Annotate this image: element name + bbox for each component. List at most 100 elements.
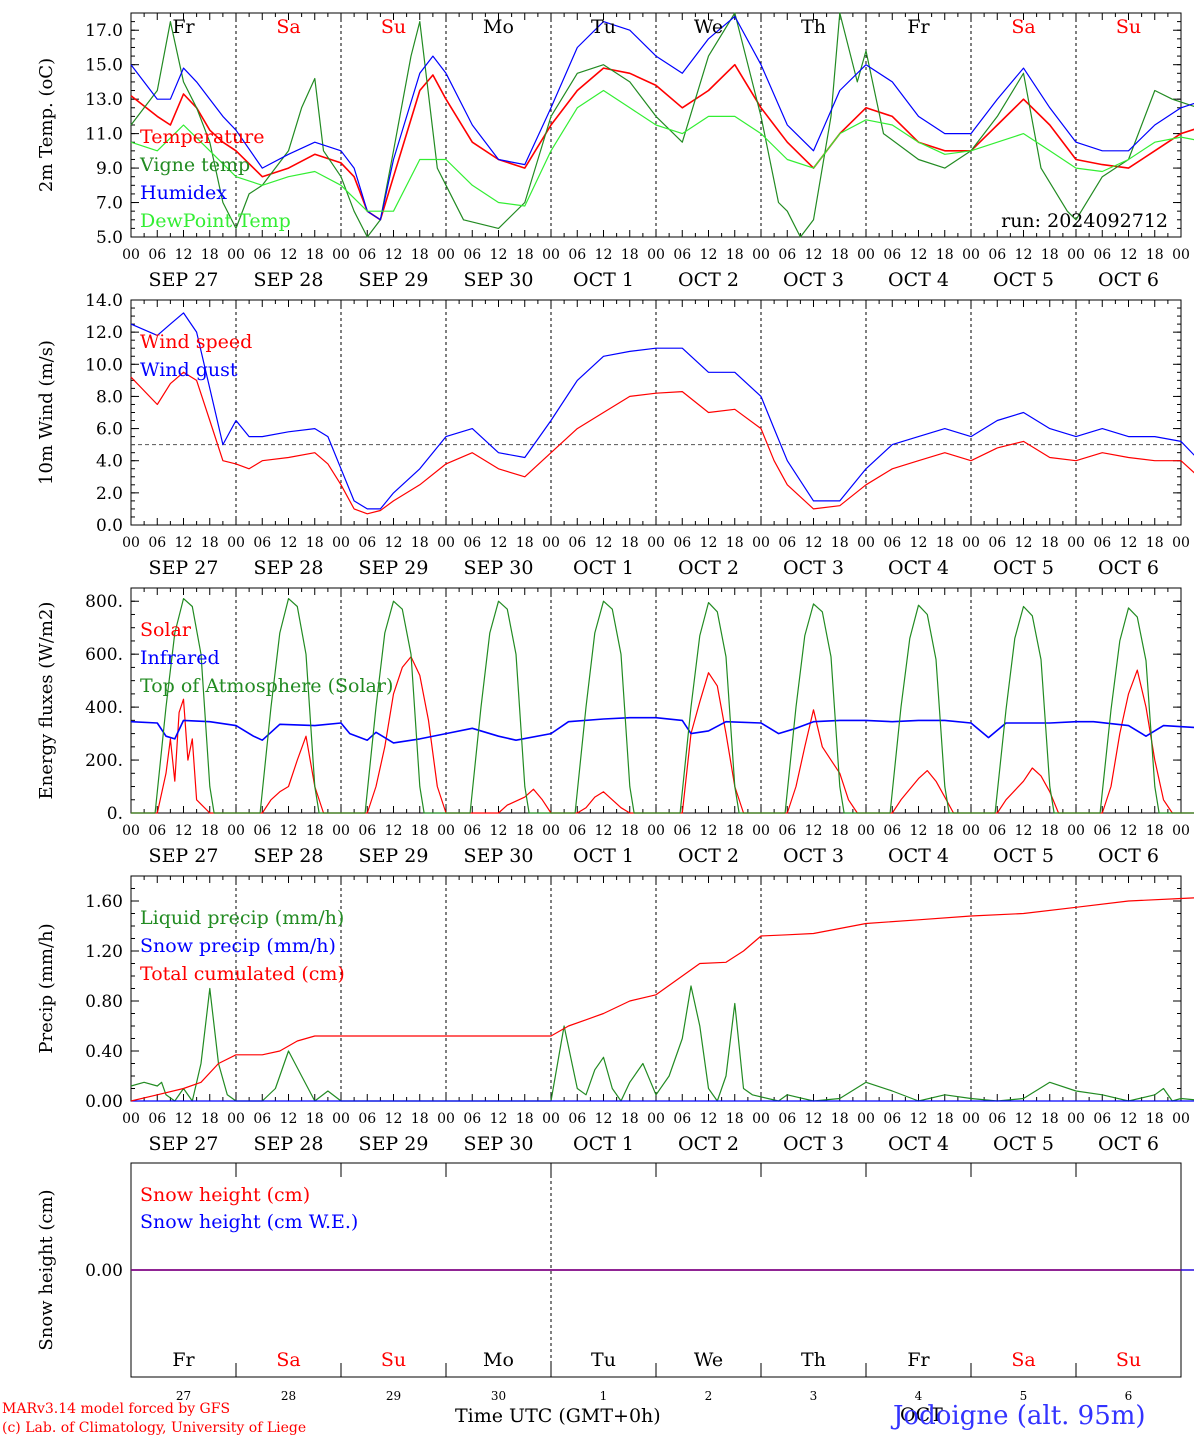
y-tick-label: 0.0 — [96, 516, 123, 536]
hour-label: 00 — [962, 823, 980, 839]
weekday-label: Tu — [591, 16, 616, 38]
y-axis-title: Snow height (cm) — [36, 1189, 57, 1350]
hour-label: 12 — [385, 247, 403, 263]
hour-label: 12 — [1120, 535, 1138, 551]
date-label: SEP 27 — [149, 845, 219, 867]
hour-label: 06 — [253, 247, 271, 263]
hour-label: 00 — [227, 247, 245, 263]
date-label: OCT 3 — [783, 845, 844, 867]
hour-label: 00 — [1067, 1111, 1085, 1127]
y-tick-label: 600. — [85, 645, 123, 665]
hour-label: 18 — [621, 247, 639, 263]
legend-entry: Snow height (cm) — [140, 1184, 310, 1206]
hour-label: 12 — [280, 823, 298, 839]
weekday-label: Mo — [483, 1349, 514, 1371]
hour-label: 18 — [1146, 535, 1164, 551]
date-label: OCT 1 — [573, 845, 634, 867]
hour-label: 06 — [463, 1111, 481, 1127]
hour-label: 12 — [805, 535, 823, 551]
hour-label: 12 — [910, 1111, 928, 1127]
hour-label: 00 — [542, 1111, 560, 1127]
y-tick-label: 0.00 — [85, 1261, 123, 1281]
date-label: OCT 2 — [678, 557, 739, 579]
hour-label: 12 — [1015, 535, 1033, 551]
hour-label: 12 — [490, 247, 508, 263]
date-label: OCT 4 — [888, 269, 949, 291]
date-label: OCT 5 — [993, 557, 1054, 579]
hour-label: 06 — [148, 535, 166, 551]
y-tick-label: 1.60 — [85, 892, 123, 912]
y-axis-title: 10m Wind (m/s) — [36, 340, 57, 485]
hour-label: 00 — [227, 823, 245, 839]
date-label: OCT 2 — [678, 845, 739, 867]
hour-label: 12 — [595, 823, 613, 839]
hour-label: 00 — [752, 823, 770, 839]
date-label: OCT 3 — [783, 269, 844, 291]
hour-label: 06 — [358, 535, 376, 551]
hour-label: 06 — [568, 1111, 586, 1127]
hour-label: 06 — [148, 823, 166, 839]
date-label: OCT 5 — [993, 269, 1054, 291]
hour-label: 18 — [411, 535, 429, 551]
hour-label: 18 — [726, 247, 744, 263]
hour-label: 12 — [1015, 823, 1033, 839]
lab-credit: (c) Lab. of Climatology, University of L… — [2, 1420, 307, 1436]
weekday-label: Fr — [172, 1349, 195, 1371]
weekday-label: Sa — [276, 16, 300, 38]
series-line-wind-gust — [130, 312, 1194, 510]
weekday-label: Su — [381, 1349, 406, 1371]
legend-entry: Humidex — [140, 182, 227, 204]
panel-1: 2m Temp. (oC) — [36, 12, 1194, 238]
legend-entry: Solar — [140, 619, 192, 641]
day-number: 27 — [176, 1389, 191, 1403]
date-label: SEP 29 — [359, 845, 429, 867]
y-tick-label: 800. — [85, 592, 123, 612]
hour-label: 18 — [516, 535, 534, 551]
weekday-label: Tu — [591, 1349, 616, 1371]
station-name: Jodoigne (alt. 95m) — [893, 1401, 1146, 1431]
date-label: SEP 28 — [254, 845, 324, 867]
hour-label: 18 — [411, 247, 429, 263]
y-tick-label: 7.0 — [96, 194, 123, 214]
hour-label: 12 — [175, 1111, 193, 1127]
hour-label: 06 — [673, 535, 691, 551]
y-tick-label: 9.0 — [96, 159, 123, 179]
y-tick-label: 12.0 — [85, 323, 123, 343]
date-label: SEP 27 — [149, 557, 219, 579]
hour-label: 18 — [411, 1111, 429, 1127]
date-label: SEP 27 — [149, 269, 219, 291]
series-line-liquid-precip-mm-h- — [130, 985, 1194, 1102]
date-label: OCT 2 — [678, 1133, 739, 1155]
hour-label: 06 — [148, 1111, 166, 1127]
hour-label: 00 — [437, 247, 455, 263]
date-label: SEP 30 — [464, 1133, 534, 1155]
hour-label: 12 — [490, 823, 508, 839]
y-tick-label: 0.40 — [85, 1042, 123, 1062]
weekday-label: Mo — [483, 16, 514, 38]
hour-label: 00 — [1172, 1111, 1190, 1127]
panel-3: Energy fluxes (W/m2) — [36, 587, 1194, 814]
hour-label: 00 — [332, 535, 350, 551]
hour-label: 12 — [595, 535, 613, 551]
date-label: OCT 1 — [573, 1133, 634, 1155]
hour-label: 00 — [647, 823, 665, 839]
hour-label: 12 — [1120, 1111, 1138, 1127]
date-label: SEP 27 — [149, 1133, 219, 1155]
y-tick-label: 400. — [85, 698, 123, 718]
hour-label: 00 — [1172, 247, 1190, 263]
date-label: SEP 29 — [359, 557, 429, 579]
weekday-label: We — [694, 1349, 723, 1371]
hour-label: 06 — [568, 823, 586, 839]
hour-label: 18 — [936, 823, 954, 839]
hour-label: 00 — [437, 823, 455, 839]
hour-label: 12 — [490, 1111, 508, 1127]
hour-label: 00 — [122, 247, 140, 263]
hour-label: 12 — [385, 1111, 403, 1127]
hour-label: 12 — [700, 823, 718, 839]
hour-label: 18 — [201, 823, 219, 839]
weekday-label: Fr — [172, 16, 195, 38]
hour-label: 12 — [805, 1111, 823, 1127]
date-label: SEP 29 — [359, 1133, 429, 1155]
hour-label: 18 — [831, 1111, 849, 1127]
y-tick-label: 11.0 — [85, 125, 123, 145]
